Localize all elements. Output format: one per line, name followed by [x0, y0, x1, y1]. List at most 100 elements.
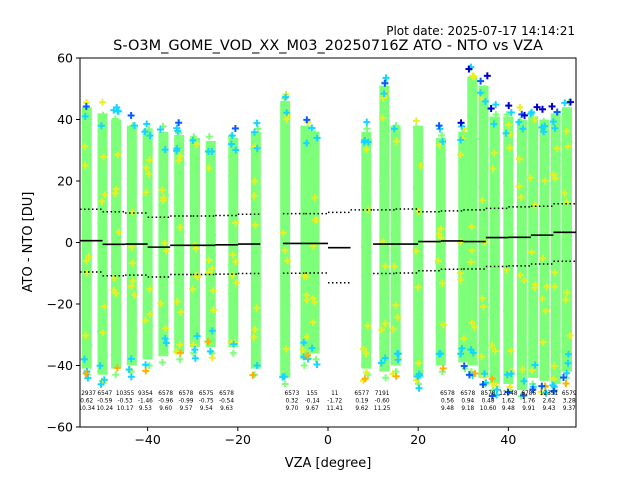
scatter-point [303, 116, 311, 124]
scatter-point [564, 142, 572, 150]
scatter-point [84, 184, 92, 192]
scatter-point [130, 338, 138, 346]
y-tick-label: 40 [57, 112, 73, 127]
scatter-point [175, 178, 183, 186]
scatter-point [468, 246, 476, 254]
scatter-point [378, 334, 386, 342]
scatter-point [540, 167, 548, 175]
scatter-point [478, 272, 486, 280]
scatter-point [467, 230, 475, 238]
scatter-point [192, 245, 200, 253]
scatter-point [250, 128, 258, 136]
scatter-point [506, 189, 514, 197]
scatter-point [145, 170, 153, 178]
scatter-point [460, 187, 468, 195]
bin-stat-label: 3.28 [563, 399, 576, 405]
scatter-point [189, 192, 197, 200]
scatter-point [436, 318, 444, 326]
scatter-point [161, 221, 169, 229]
scatter-point [391, 161, 399, 169]
scatter-point [283, 115, 291, 123]
scatter-point [458, 158, 466, 166]
bin-stat-label: 0.94 [461, 399, 474, 405]
scatter-point [97, 141, 105, 149]
scatter-point [460, 362, 468, 370]
scatter-point [129, 230, 137, 238]
scatter-point [518, 333, 526, 341]
scatter-point [435, 122, 443, 130]
scatter-point [250, 333, 258, 341]
scatter-point [112, 289, 120, 297]
scatter-point [542, 389, 550, 397]
bin-stat-label: -1.72 [327, 399, 342, 405]
scatter-point [176, 326, 184, 334]
scatter-point [531, 361, 539, 369]
scatter-point [461, 217, 469, 225]
scatter-point [361, 184, 369, 192]
scatter-point [205, 221, 213, 229]
scatter-point [503, 266, 511, 274]
scatter-point [280, 193, 288, 201]
scatter-point [282, 331, 290, 339]
scatter-column-core [478, 85, 489, 378]
scatter-point [113, 233, 121, 241]
scatter-point [146, 322, 154, 330]
scatter-point [458, 344, 466, 352]
scatter-point [488, 392, 496, 400]
scatter-point [381, 138, 389, 146]
scatter-point [144, 253, 152, 261]
scatter-point [176, 349, 184, 357]
scatter-point [111, 253, 119, 261]
scatter-point [158, 186, 166, 194]
scatter-point [192, 310, 200, 318]
scatter-point [283, 360, 291, 368]
scatter-point [189, 172, 197, 180]
scatter-point [503, 179, 511, 187]
scatter-point [507, 108, 515, 116]
scatter-point [468, 289, 476, 297]
scatter-point [551, 337, 559, 345]
scatter-point [113, 213, 121, 221]
scatter-point [542, 137, 550, 145]
scatter-point [562, 296, 570, 304]
bin-stat-label: 6786 [521, 391, 536, 397]
scatter-point [142, 188, 150, 196]
scatter-point [84, 203, 92, 211]
scatter-point [539, 105, 547, 113]
scatter-point [491, 307, 499, 315]
scatter-point [438, 299, 446, 307]
scatter-point [551, 124, 559, 132]
scatter-point [526, 174, 534, 182]
scatter-point [161, 335, 169, 343]
scatter-point [229, 251, 237, 259]
scatter-point [530, 301, 538, 309]
scatter-point [190, 349, 198, 357]
scatter-point [490, 140, 498, 148]
scatter-point [313, 360, 321, 368]
bin-stat-label: 10.24 [96, 406, 113, 412]
data-layer: 129370.6210.346547-0.5910.2410355-0.5310… [80, 63, 576, 412]
y-tick-label: 60 [57, 51, 73, 66]
scatter-point [553, 239, 561, 246]
scatter-point [439, 138, 447, 146]
scatter-point [283, 301, 291, 309]
scatter-point [565, 236, 573, 244]
scatter-point [130, 122, 138, 130]
scatter-point [127, 141, 135, 149]
scatter-point [541, 245, 549, 253]
scatter-point [390, 220, 398, 228]
scatter-point [146, 132, 154, 140]
scatter-point [491, 258, 499, 266]
bin-stat-label: 12351 [540, 391, 559, 397]
scatter-point [416, 242, 424, 250]
scatter-point [528, 163, 536, 171]
scatter-point [159, 211, 167, 219]
scatter-point [176, 152, 184, 160]
scatter-point [303, 312, 311, 320]
scatter-point [541, 226, 549, 234]
scatter-point [458, 227, 466, 235]
scatter-point [503, 150, 511, 158]
scatter-point [553, 108, 561, 116]
scatter-point [99, 98, 107, 106]
